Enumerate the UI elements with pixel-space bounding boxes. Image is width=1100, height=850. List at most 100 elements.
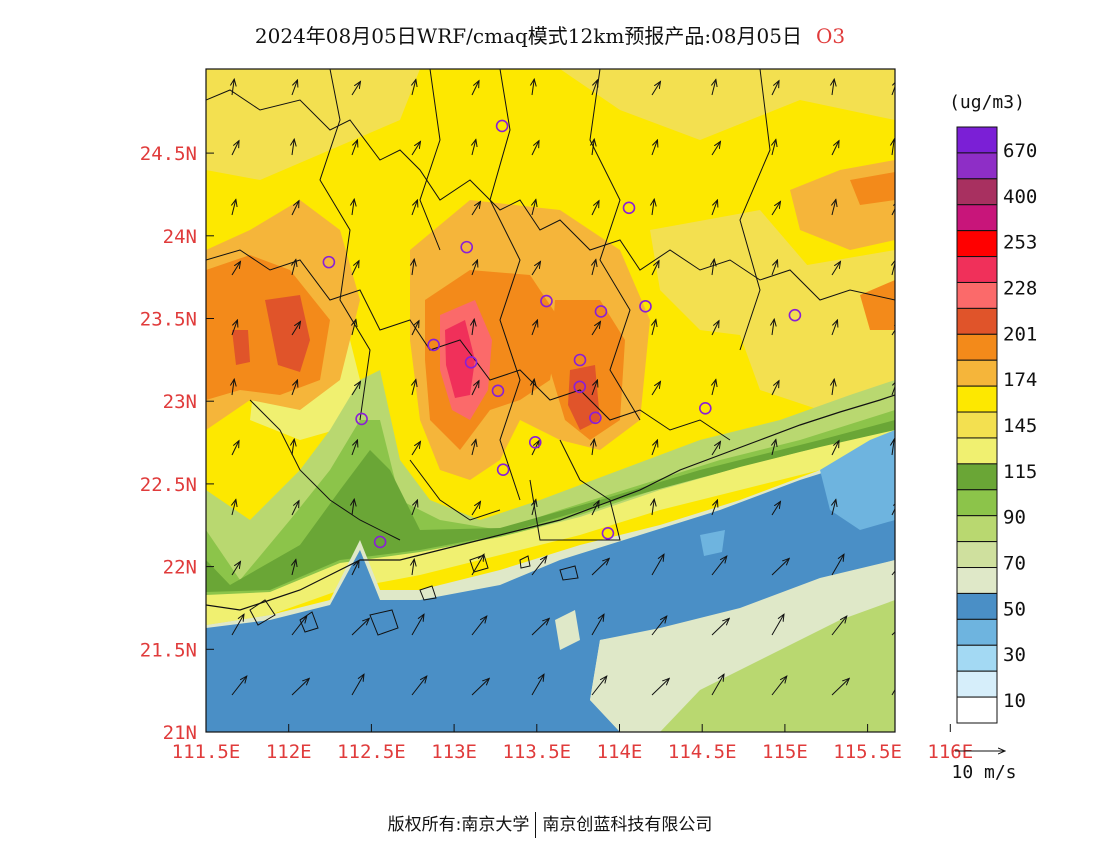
copyright-footer: 版权所有:南京大学 南京创蓝科技有限公司 (0, 810, 1100, 838)
lat-tick-label: 24N (163, 226, 197, 248)
wind-arrow (712, 79, 716, 96)
wind-arrow (532, 379, 534, 396)
wind-arrow (592, 259, 596, 276)
wind-arrow (591, 321, 600, 336)
station-marker (491, 384, 505, 398)
wind-arrow (831, 320, 837, 336)
wind-arrow (351, 440, 357, 456)
wind-arrow (832, 199, 836, 216)
wind-arrow (591, 558, 609, 576)
wind-arrow (771, 201, 780, 216)
wind-arrow (231, 561, 240, 576)
wind-arrow (411, 614, 424, 636)
lon-tick-label: 112.5E (337, 741, 406, 763)
station-marker (601, 526, 615, 540)
wind-arrow (351, 381, 360, 396)
species-label: O3 (815, 24, 846, 48)
wind-arrow (411, 500, 417, 516)
wind-arrow (231, 261, 240, 276)
wind-arrow (651, 554, 664, 576)
colorbar-swatch (956, 333, 998, 361)
wind-arrow (291, 678, 309, 696)
wind-arrow (711, 200, 717, 216)
wind-arrow (891, 201, 895, 216)
wind-arrow (352, 319, 356, 336)
wind-arrow (352, 499, 354, 516)
wind-arrow (352, 199, 354, 216)
station-marker (464, 355, 478, 369)
lon-tick-label: 115.5E (833, 741, 902, 763)
wind-arrow (232, 79, 234, 96)
wind-arrow (771, 558, 789, 576)
lon-tick-label: 114E (597, 741, 643, 763)
lon-tick-label: 116E (927, 741, 973, 763)
wind-arrow (291, 380, 297, 396)
station-marker (589, 411, 602, 425)
lat-tick-label: 23.5N (140, 309, 197, 331)
wind-arrow (531, 320, 537, 336)
station-marker (373, 535, 387, 549)
wind-arrow (411, 200, 417, 216)
wind-arrow (531, 556, 547, 576)
wind-arrow (711, 321, 719, 336)
lat-tick-label: 23N (163, 391, 197, 413)
station-marker (594, 305, 608, 318)
colorbar-label: 228 (1003, 277, 1037, 299)
wind-arrow (471, 616, 487, 636)
wind-arrow (472, 139, 476, 156)
station-marker (528, 436, 542, 449)
wind-arrow (591, 501, 599, 516)
wind-arrow (772, 439, 776, 456)
wind-arrow (412, 259, 414, 276)
wind-arrow (292, 139, 294, 156)
colorbar-swatch (956, 618, 998, 646)
wind-arrow (231, 320, 237, 336)
wind-arrow (591, 80, 597, 96)
colorbar-swatch (956, 644, 998, 672)
wind-arrow (351, 81, 360, 96)
station-marker (622, 201, 636, 215)
wind-arrow (411, 321, 419, 336)
wind-arrow (771, 381, 779, 396)
wind-arrow (532, 499, 536, 516)
station-marker (322, 255, 336, 269)
wind-arrow (652, 499, 654, 516)
wind-arrow (411, 676, 427, 696)
lon-tick-label: 111.5E (172, 741, 241, 763)
lat-tick-label: 22.5N (140, 474, 197, 496)
wind-arrow (411, 141, 420, 156)
colorbar-swatch (956, 256, 998, 283)
colorbar-label: 90 (1003, 507, 1026, 529)
wind-arrow (652, 319, 656, 336)
wind-arrow (712, 259, 714, 276)
lat-tick-label: 21N (163, 722, 197, 744)
colorbar-label: 30 (1003, 644, 1026, 666)
wind-arrow (291, 501, 299, 516)
wind-arrow (531, 618, 549, 636)
colorbar-swatch (956, 281, 998, 309)
wind-arrow (832, 499, 836, 516)
wind-arrow (591, 614, 604, 636)
colorbar-swatch (956, 178, 998, 206)
colorbar-label: 201 (1003, 323, 1037, 345)
wind-arrow (711, 441, 720, 456)
wind-arrow (292, 259, 296, 276)
wind-arrow (831, 441, 839, 456)
wind-arrow (471, 260, 477, 276)
legend-unit: (ug/m3) (949, 92, 1025, 113)
wind-arrow (772, 139, 776, 156)
lat-tick-label: 22N (163, 557, 197, 579)
wind-arrow (592, 139, 594, 156)
copyright-left: 版权所有:南京大学 (387, 815, 530, 835)
colorbar-swatch (956, 307, 998, 335)
wind-arrow (831, 554, 844, 576)
lon-tick-label: 112E (266, 741, 312, 763)
colorbar: 670 400 253 228 201 174 145 115 90 70 50 30 10 (956, 126, 1037, 724)
station-marker (788, 308, 802, 322)
wind-vectors (231, 79, 895, 696)
wind-arrow (651, 440, 657, 456)
boundaries (206, 69, 895, 541)
wind-arrow (291, 321, 300, 336)
colorbar-label: 70 (1003, 553, 1026, 575)
colorbar-swatch (956, 359, 998, 387)
